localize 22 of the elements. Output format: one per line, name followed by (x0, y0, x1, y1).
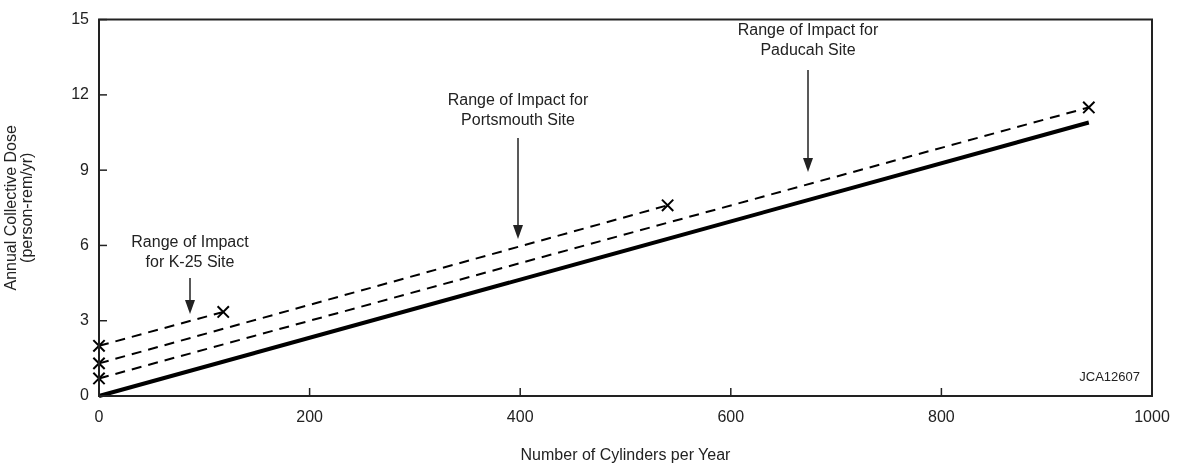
y-tick-label: 6 (80, 235, 90, 253)
x-tick-label: 200 (296, 408, 324, 426)
annotation: Range of Impact for K-25 Site (131, 233, 249, 270)
x-tick-label: 0 (94, 408, 104, 426)
annotation: JCA12607 (1079, 369, 1140, 385)
y-tick-label: 3 (80, 311, 90, 329)
y-tick-label: 15 (71, 10, 90, 28)
point (216, 305, 230, 319)
x-axis-title: Number of Cylinders per Year (520, 445, 732, 463)
x-tick-label: 600 (717, 408, 745, 426)
annotation: Range of Impact for Paducah Site (736, 20, 880, 60)
x-tick-label: 400 (506, 408, 534, 426)
y-tick-label: 9 (80, 160, 90, 178)
annotation: Range of Impact for Portsmouth Site (446, 90, 590, 130)
y-tick-label: 0 (80, 386, 90, 404)
y-axis-title: Annual Collective Dose (person-rem/yr) (2, 124, 36, 291)
x-tick-label: 1000 (1134, 408, 1170, 426)
point (92, 339, 106, 353)
x-tick-label: 800 (928, 408, 955, 426)
y-tick-label: 12 (71, 85, 90, 103)
point (660, 198, 675, 212)
point (1082, 100, 1096, 115)
